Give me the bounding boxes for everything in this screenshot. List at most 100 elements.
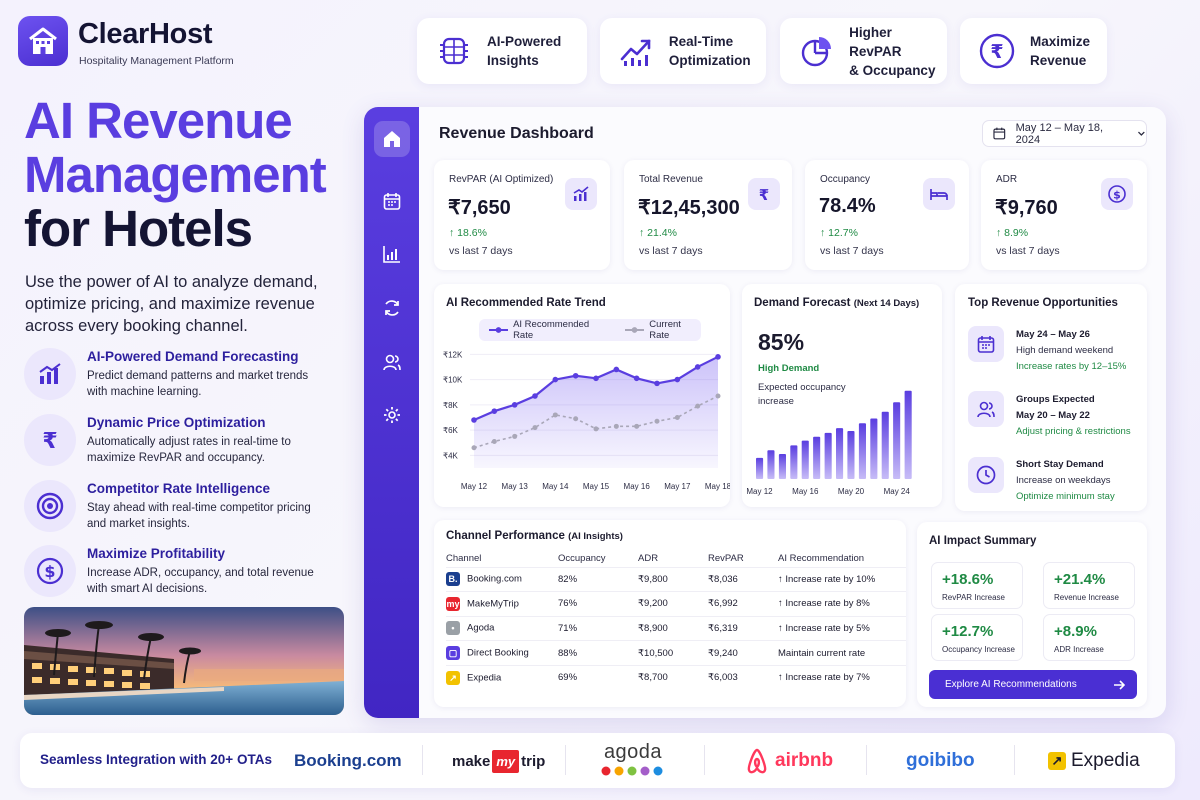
kpi-value: ₹7,650 (448, 197, 511, 219)
ota-name: trip (521, 752, 546, 770)
ota-logo-goibibo[interactable]: goibibo (906, 744, 975, 778)
hero-title-line3: for Hotels (24, 200, 253, 257)
table-row[interactable]: ↗ Expedia 69% ₹8,700 ₹6,003 ↑ Increase rate b… (446, 664, 906, 690)
rupee-icon: ₹ (748, 178, 780, 210)
divider (866, 745, 867, 775)
legend-label: AI Recommended Rate (513, 319, 590, 341)
opportunity-detail: High demand weekend (1016, 345, 1114, 356)
benefit-item: $ Maximize Profitability Increase ADR, o… (24, 545, 344, 605)
ai-rate-point (491, 408, 498, 414)
ai-rate-area (474, 356, 718, 468)
table-row[interactable]: my MakeMyTrip 76% ₹9,200 ₹6,992 ↑ Increase ra… (446, 591, 906, 617)
channel-logo-icon: ↗ (446, 670, 460, 685)
demand-desc: increase (758, 396, 794, 407)
channel-logo-icon: • (446, 621, 460, 636)
pill-label: Optimization (668, 53, 751, 68)
impact-value: +21.4% (1054, 571, 1106, 588)
table-row[interactable]: • Agoda 71% ₹8,900 ₹6,319 ↑ Increase rate by … (446, 615, 906, 641)
impact-label: Revenue Increase (1054, 593, 1119, 602)
x-tick-label: May 12 (461, 482, 488, 491)
impact-title: AI Impact Summary (929, 535, 1037, 547)
kpi-card-occupancy[interactable]: Occupancy 78.4% ↑ 12.7% vs last 7 days (805, 160, 969, 270)
current-rate-point (471, 445, 477, 451)
occupancy-cell: 88% (558, 640, 638, 666)
ota-name: agoda (603, 741, 663, 763)
legend-item-current[interactable]: Current Rate (625, 319, 701, 341)
column-header[interactable]: AI Recommendation (778, 553, 865, 565)
column-header[interactable]: ADR (638, 553, 659, 565)
current-rate-point (654, 418, 660, 424)
current-rate-point (715, 393, 721, 399)
current-rate-point (512, 433, 518, 439)
demand-bar (893, 402, 901, 479)
x-tick-label: May 14 (542, 482, 569, 491)
ota-logo-expedia[interactable]: ↗ Expedia (1048, 744, 1140, 778)
integration-bar (20, 733, 1175, 788)
brand-logo[interactable] (18, 16, 68, 66)
users-icon[interactable] (374, 344, 410, 380)
demand-bar (767, 450, 775, 479)
channel-subtitle: (AI Insights) (568, 531, 623, 542)
ota-logo-booking[interactable]: Booking.com (294, 744, 402, 778)
demand-status: High Demand (758, 363, 820, 374)
demand-value: 85% (758, 329, 805, 355)
home-icon[interactable] (374, 121, 410, 157)
brand-name: ClearHost (78, 18, 213, 50)
impact-value: +12.7% (942, 623, 994, 640)
table-row[interactable]: B. Booking.com 82% ₹9,800 ₹8,036 ↑ Increase r… (446, 566, 906, 592)
refresh-icon[interactable] (374, 290, 410, 326)
channel-logo-icon: B. (446, 572, 460, 587)
rate-trend-chart: ₹4K ₹6K ₹8K ₹10K ₹12K May 12 May 13 May 14 May 1… (443, 350, 730, 491)
ota-logo-airbnb[interactable]: airbnb (744, 744, 833, 778)
channel-cell: B. Booking.com (446, 566, 558, 592)
channel-name: Booking.com (467, 573, 522, 585)
ota-name: make (452, 752, 491, 770)
ota-logo-makemytrip[interactable]: make my trip (452, 744, 545, 778)
feature-pill-maximize: ₹ Maximize Revenue (960, 18, 1107, 84)
legend-item-ai[interactable]: AI Recommended Rate (489, 319, 607, 341)
kpi-card-adr[interactable]: ADR ₹9,760 ↑ 8.9% vs last 7 days $ (981, 160, 1147, 270)
opportunity-heading: Groups Expected (1016, 394, 1095, 405)
kpi-value: ₹12,45,300 (638, 197, 740, 219)
impact-tile: +21.4% Revenue Increase (1043, 562, 1135, 609)
hero-title-line1: AI Revenue (24, 92, 293, 149)
ai-rate-point (633, 375, 640, 382)
impact-tile: +8.9% ADR Increase (1043, 614, 1135, 661)
divider (422, 745, 423, 775)
date-range-picker[interactable]: May 12 – May 18, 2024 (982, 120, 1147, 147)
revpar-cell: ₹6,319 (708, 615, 778, 641)
recommendation-cell: ↑ Increase rate by 5% (778, 615, 906, 641)
column-header[interactable]: RevPAR (708, 553, 744, 565)
ota-logo-agoda[interactable]: agoda (600, 741, 666, 781)
kpi-card-revpar[interactable]: RevPAR (AI Optimized) ₹7,650 ↑ 18.6% vs … (434, 160, 610, 270)
hotel-resort-image (24, 607, 344, 715)
recommendation-cell: ↑ Increase rate by 8% (778, 591, 906, 617)
kpi-change: ↑ 8.9% (996, 227, 1029, 239)
legend-label: Current Rate (649, 319, 681, 341)
y-tick-label: ₹10K (443, 376, 463, 385)
explore-ai-recommendations-button[interactable]: Explore AI Recommendations (929, 670, 1137, 699)
calendar-icon[interactable] (374, 183, 410, 219)
channel-table: Channel Occupancy ADR RevPAR AI Recommen… (446, 551, 906, 690)
demand-bar (801, 440, 809, 479)
rate-trend-title: AI Recommended Rate Trend (446, 297, 606, 309)
table-row[interactable]: ▢ Direct Booking 88% ₹10,500 ₹9,240 Maintain … (446, 640, 906, 666)
svg-text:$: $ (44, 562, 55, 581)
demand-desc: Expected occupancy (758, 382, 846, 393)
y-tick-label: ₹8K (443, 401, 459, 410)
kpi-label: Total Revenue (639, 174, 703, 185)
kpi-comparison: vs last 7 days (820, 245, 884, 257)
kpi-card-total-revenue[interactable]: Total Revenue ₹12,45,300 ↑ 21.4% vs last… (624, 160, 792, 270)
ai-rate-point (613, 366, 620, 373)
analytics-icon[interactable] (374, 236, 410, 272)
ai-rate-point (674, 376, 681, 383)
column-header[interactable]: Occupancy (558, 553, 606, 565)
pill-label: Insights (487, 53, 539, 68)
hotel-icon (29, 27, 57, 54)
settings-icon[interactable] (374, 397, 410, 433)
opportunity-action: Optimize minimum stay (1016, 491, 1115, 502)
demand-subtitle: (Next 14 Days) (853, 298, 920, 309)
demand-bar (813, 436, 821, 479)
column-header[interactable]: Channel (446, 553, 482, 565)
opportunities-title: Top Revenue Opportunities (968, 297, 1118, 309)
